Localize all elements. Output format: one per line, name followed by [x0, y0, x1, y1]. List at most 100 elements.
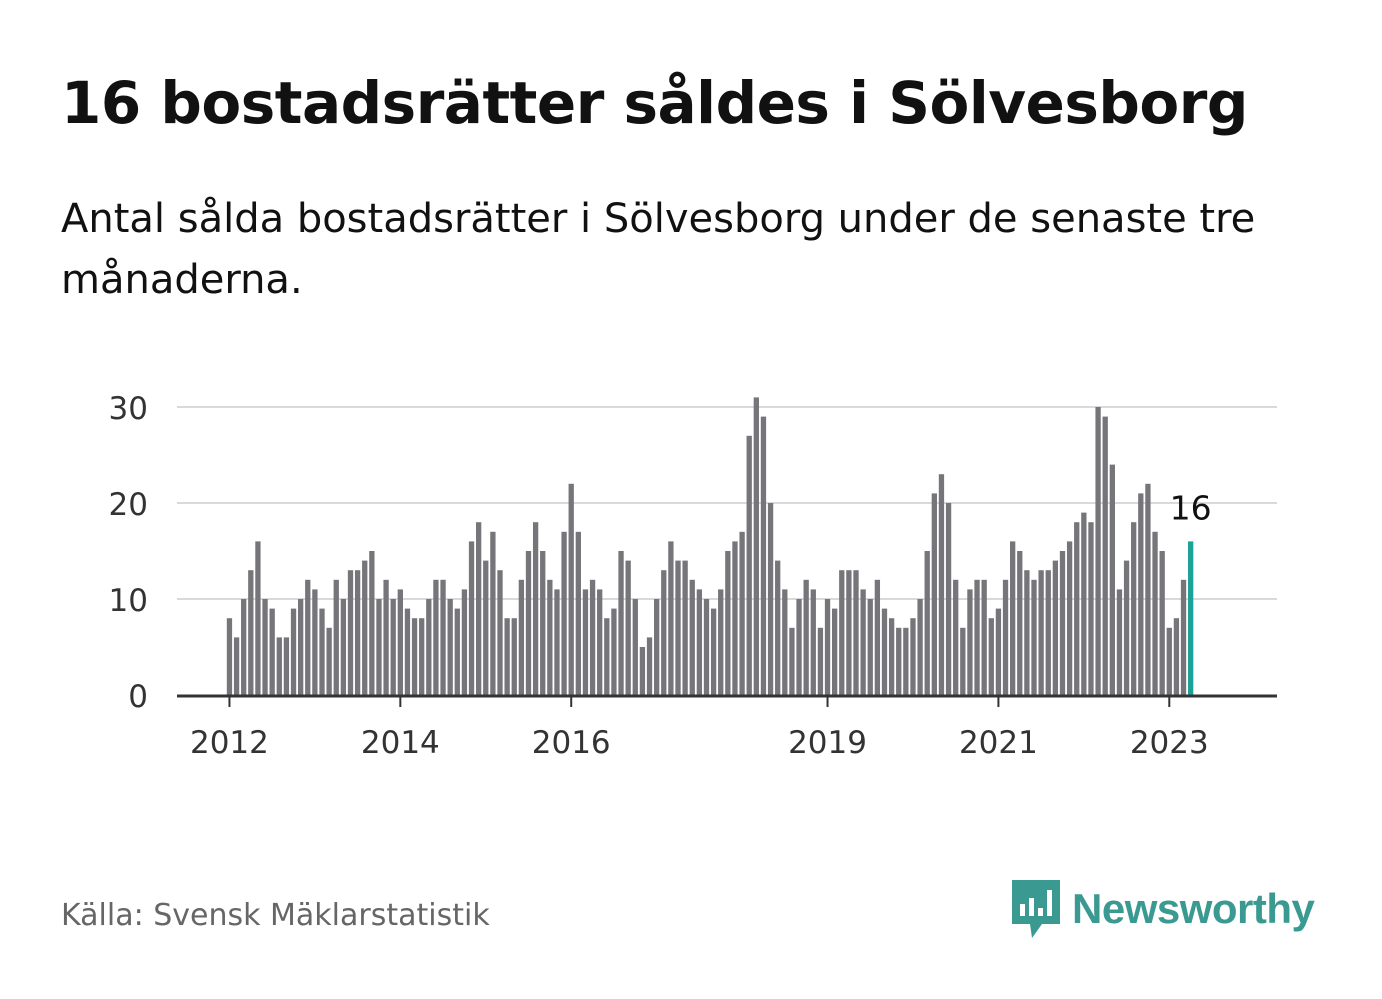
bar: [383, 579, 389, 695]
bar: [1031, 579, 1037, 695]
bar: [376, 599, 382, 695]
bar: [419, 618, 425, 695]
bar: [703, 599, 710, 695]
bar: [775, 560, 781, 695]
bar: [347, 570, 354, 695]
x-tick-label: 2021: [959, 725, 1038, 761]
bar: [1131, 522, 1137, 695]
bar: [340, 599, 347, 695]
bar: [1116, 589, 1123, 695]
bar: [1066, 541, 1073, 695]
bar: [525, 551, 532, 695]
bar: [839, 570, 845, 695]
bar: [981, 579, 987, 695]
bar: [917, 599, 923, 695]
bar: [860, 589, 866, 695]
bar: [803, 579, 809, 695]
chart-title: 16 bostadsrätter såldes i Sölvesborg: [61, 69, 1248, 137]
bar: [646, 637, 653, 695]
bar: [447, 599, 453, 695]
bar: [718, 589, 724, 695]
x-tick-label: 2016: [532, 725, 611, 761]
bar: [967, 589, 973, 695]
bar: [661, 570, 667, 695]
bar: [241, 599, 247, 695]
y-tick-label: 30: [109, 391, 148, 427]
bar: [988, 618, 994, 695]
bar: [618, 551, 624, 695]
bar: [796, 599, 802, 695]
bar: [312, 589, 318, 695]
bar: [540, 551, 546, 695]
bar: [817, 627, 824, 695]
bar: [1045, 570, 1051, 695]
x-tick-label: 2023: [1130, 725, 1209, 761]
bar: [1159, 551, 1165, 695]
bar: [682, 560, 688, 695]
bar: [853, 570, 859, 695]
bar: [333, 579, 339, 695]
bar: [1010, 541, 1016, 695]
bar: [867, 599, 873, 695]
brand-logo[interactable]: Newsworthy: [1010, 878, 1315, 940]
bar: [454, 608, 460, 695]
bar: [632, 599, 638, 695]
bar: [276, 637, 282, 695]
bar: [305, 579, 311, 695]
bar: [896, 627, 902, 695]
bar: [1173, 618, 1180, 695]
x-tick-label: 2019: [788, 725, 867, 761]
bar: [604, 618, 610, 695]
bar: [1180, 579, 1187, 695]
bar: [561, 531, 567, 695]
bar: [404, 608, 411, 695]
bar: [1059, 551, 1066, 695]
bar: [262, 599, 268, 695]
y-tick-label: 20: [109, 487, 148, 523]
bar: [846, 570, 852, 695]
bar: [1123, 560, 1130, 695]
bar: [1088, 522, 1094, 695]
bar: [881, 608, 888, 695]
bar: [390, 599, 396, 695]
bar: [411, 618, 418, 695]
bar: [789, 627, 795, 695]
bar: [397, 589, 403, 695]
bar: [233, 637, 240, 695]
bar: [1138, 493, 1144, 695]
bar: [1081, 512, 1087, 695]
bar-latest: [1188, 541, 1194, 695]
bar: [426, 599, 432, 695]
bar: [248, 570, 254, 695]
bar: [1109, 464, 1115, 695]
bar: [1152, 531, 1158, 695]
bar: [1038, 570, 1044, 695]
bar: [547, 579, 553, 695]
bar: [497, 570, 503, 695]
bar: [1002, 579, 1009, 695]
y-axis-ticks: 0 10 20 30: [109, 391, 148, 715]
bar: [1017, 551, 1023, 695]
bar: [354, 570, 361, 695]
bar: [739, 531, 745, 695]
bar: [953, 579, 959, 695]
bar: [611, 608, 617, 695]
y-tick-label: 10: [109, 583, 148, 619]
bar: [938, 474, 945, 695]
bar: [654, 599, 660, 695]
bar: [461, 589, 468, 695]
bar: [319, 608, 325, 695]
bar: [974, 579, 980, 695]
bar: [532, 522, 539, 695]
bar: [554, 589, 560, 695]
bar: [589, 579, 596, 695]
annotations: 16: [1170, 488, 1212, 527]
bar: [298, 599, 304, 695]
bar: [468, 541, 475, 695]
x-tick-label: 2014: [361, 725, 440, 761]
bar: [476, 522, 482, 695]
x-tick-label: 2012: [190, 725, 269, 761]
bar: [810, 589, 816, 695]
bar: [824, 599, 831, 695]
bar: [903, 627, 909, 695]
